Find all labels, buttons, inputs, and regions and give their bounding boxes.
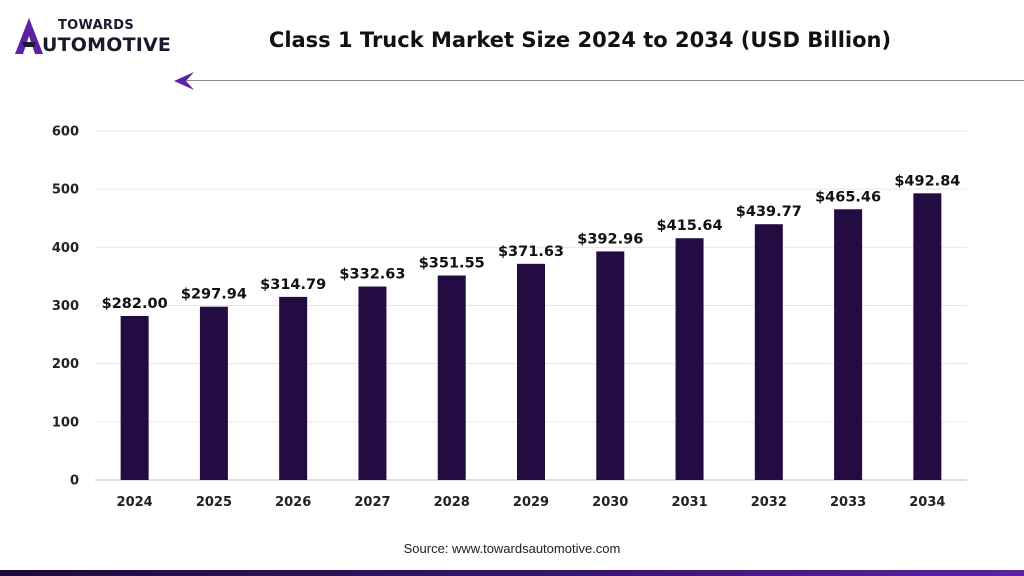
bar bbox=[199, 306, 228, 480]
x-tick-label: 2028 bbox=[434, 495, 470, 510]
footer-bar bbox=[0, 570, 1024, 576]
x-tick-label: 2029 bbox=[513, 495, 549, 510]
bar bbox=[120, 315, 149, 480]
y-tick-label: 600 bbox=[52, 125, 79, 140]
x-tick-label: 2034 bbox=[909, 495, 945, 510]
logo-a-icon bbox=[15, 18, 43, 54]
data-label: $371.63 bbox=[498, 244, 564, 260]
data-label: $415.64 bbox=[657, 218, 723, 234]
bar bbox=[596, 251, 625, 480]
logo-text-top: TOWARDS bbox=[58, 18, 134, 33]
data-label: $439.77 bbox=[736, 204, 802, 220]
bar bbox=[437, 275, 466, 480]
y-tick-label: 100 bbox=[52, 415, 79, 430]
y-tick-label: 400 bbox=[52, 241, 79, 256]
y-tick-label: 0 bbox=[70, 474, 79, 489]
bar bbox=[358, 286, 387, 480]
logo-text-bottom: UTOMOTIVE bbox=[42, 34, 172, 56]
data-label: $282.00 bbox=[102, 296, 168, 312]
x-tick-label: 2024 bbox=[117, 495, 153, 510]
y-tick-label: 200 bbox=[52, 357, 79, 372]
bar-chart: 0 100 200 300 400 500 600 $282.00 2024 $297.94 202… bbox=[52, 125, 967, 510]
data-label: $297.94 bbox=[181, 287, 247, 303]
data-label: $465.46 bbox=[815, 189, 881, 205]
data-label: $314.79 bbox=[260, 277, 326, 293]
bar bbox=[834, 209, 863, 480]
bar bbox=[279, 296, 308, 480]
data-label: $492.84 bbox=[894, 173, 960, 189]
x-tick-label: 2031 bbox=[671, 495, 707, 510]
data-label: $392.96 bbox=[577, 231, 643, 247]
y-tick-label: 500 bbox=[52, 183, 79, 198]
bar bbox=[675, 238, 704, 480]
x-tick-label: 2032 bbox=[751, 495, 787, 510]
x-tick-label: 2033 bbox=[830, 495, 866, 510]
source-note: Source: www.towardsautomotive.com bbox=[403, 541, 621, 556]
x-tick-label: 2027 bbox=[354, 495, 390, 510]
y-tick-label: 300 bbox=[52, 299, 79, 314]
chart-title: Class 1 Truck Market Size 2024 to 2034 (… bbox=[268, 28, 892, 52]
brand-logo: TOWARDS UTOMOTIVE bbox=[14, 14, 189, 60]
bar bbox=[913, 193, 942, 480]
x-tick-label: 2030 bbox=[592, 495, 628, 510]
data-label: $351.55 bbox=[419, 256, 485, 272]
title-divider bbox=[186, 80, 1024, 81]
x-tick-label: 2025 bbox=[196, 495, 232, 510]
bar bbox=[517, 263, 545, 480]
data-label: $332.63 bbox=[339, 267, 405, 283]
bar bbox=[754, 224, 783, 480]
back-arrow-icon[interactable] bbox=[172, 70, 196, 94]
x-tick-label: 2026 bbox=[275, 495, 311, 510]
